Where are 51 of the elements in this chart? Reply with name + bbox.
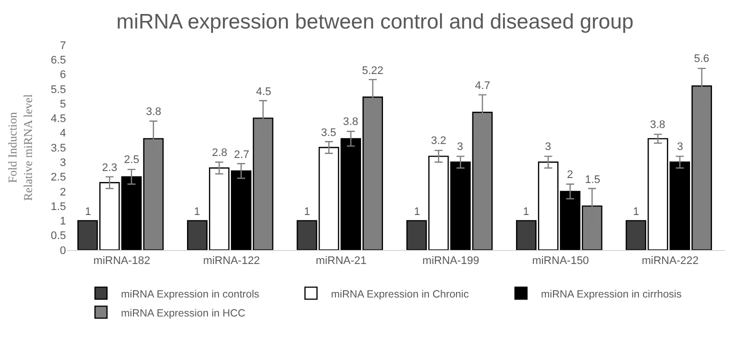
data-label: 3.8: [146, 106, 162, 118]
data-label: 3.8: [343, 116, 358, 128]
y-tick-label: 5.5: [50, 84, 66, 96]
y-tick-label: 5: [60, 98, 66, 110]
x-tick-label: miRNA-182: [93, 255, 150, 268]
y-tick-label: 1.5: [50, 200, 66, 213]
data-label: 3.8: [650, 119, 666, 131]
data-label: 1: [85, 206, 92, 218]
y-axis-title: Fold Induction Relative miRNA level: [5, 94, 36, 201]
legend-label: miRNA Expression in cirrhosis: [541, 288, 682, 300]
data-label: 3.2: [431, 135, 446, 147]
y-tick-label: 4: [60, 128, 66, 140]
x-tick-label: miRNA-150: [532, 255, 589, 268]
y-tick-label: 7: [60, 40, 66, 52]
x-tick-label: miRNA-122: [203, 255, 260, 268]
data-label: 3: [457, 141, 464, 153]
x-tick-label: miRNA-222: [642, 255, 699, 268]
data-label: 2.7: [234, 149, 250, 161]
data-label: 1: [194, 206, 200, 218]
data-label: 1: [633, 206, 640, 218]
y-tick-label: 0: [60, 244, 66, 257]
y-tick-label: 2.5: [50, 172, 66, 184]
y-tick-label: 0.5: [50, 230, 66, 242]
y-tick-label: 3: [60, 156, 66, 169]
legend-label: miRNA Expression in Chronic: [331, 288, 469, 300]
y-tick-label: 1: [60, 216, 66, 228]
x-tick-label: miRNA-21: [316, 255, 367, 268]
data-label: 5.22: [362, 65, 384, 77]
data-label: 2: [567, 169, 574, 181]
data-label: 4.7: [475, 80, 490, 92]
data-label: 1: [304, 206, 310, 218]
legend-label: miRNA Expression in HCC: [121, 307, 246, 320]
y-tick-label: 6.5: [50, 54, 66, 66]
data-label: 4.5: [256, 86, 272, 98]
legend-label: miRNA Expression in controls: [121, 288, 260, 300]
data-label: 2.8: [212, 147, 228, 159]
data-label: 1.5: [585, 174, 600, 186]
chart-title: miRNA expression between control and diseased group: [116, 10, 634, 34]
y-tick-label: 3.5: [50, 142, 66, 154]
y-tick-label: 2: [60, 186, 66, 198]
data-label: 3.5: [321, 127, 336, 139]
data-label: 1: [414, 206, 420, 218]
data-label: 1: [523, 206, 530, 218]
data-label: 2.3: [102, 162, 118, 174]
data-label: 2.5: [124, 154, 140, 166]
x-tick-label: miRNA-199: [422, 255, 480, 268]
y-tick-label: 4.5: [50, 113, 66, 126]
data-label: 3: [545, 141, 552, 153]
data-label: 5.6: [694, 53, 710, 65]
data-label: 3: [677, 141, 684, 153]
y-tick-label: 6: [60, 69, 66, 82]
